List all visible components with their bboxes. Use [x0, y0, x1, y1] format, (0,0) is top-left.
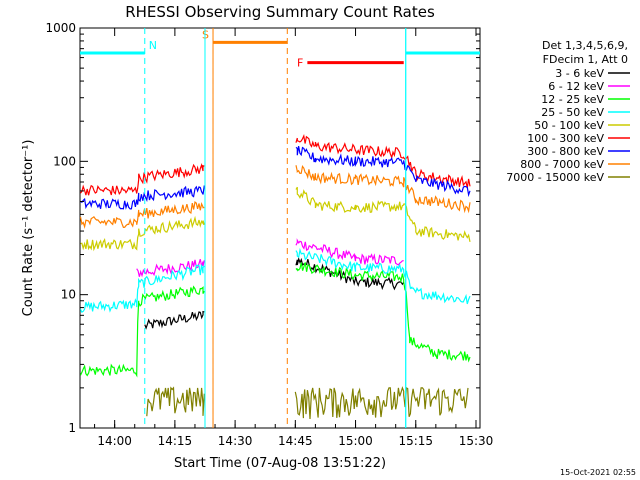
series-line-5	[80, 134, 471, 196]
x-tick-label: 14:30	[218, 434, 253, 448]
x-tick-label: 14:15	[158, 434, 193, 448]
x-tick-label: 14:45	[278, 434, 313, 448]
x-tick-label: 15:15	[398, 434, 433, 448]
series-line-7	[79, 164, 471, 230]
legend-entry-label: 100 - 300 keV	[527, 132, 604, 145]
series-line-6	[80, 145, 471, 210]
legend-header-line: FDecim 1, Att 0	[543, 53, 628, 66]
legend-entry-label: 300 - 800 keV	[527, 145, 604, 158]
x-axis-label: Start Time (07-Aug-08 13:51:22)	[174, 456, 386, 471]
legend-entry-label: 800 - 7000 keV	[520, 158, 604, 171]
legend: Det 1,3,4,5,6,9,FDecim 1, Att 03 - 6 keV…	[506, 39, 630, 184]
interval-label-N: N	[149, 39, 157, 52]
legend-entry-label: 7000 - 15000 keV	[506, 171, 604, 184]
series-line-8	[146, 386, 469, 420]
legend-entry-label: 3 - 6 keV	[555, 67, 604, 80]
chart-title: RHESSI Observing Summary Count Rates	[125, 3, 435, 21]
y-axis-label: Count Rate (s⁻¹ detector⁻¹)	[21, 140, 36, 317]
series-line-0	[144, 256, 405, 330]
y-tick-label: 10	[61, 288, 76, 302]
legend-header-line: Det 1,3,4,5,6,9,	[542, 39, 628, 52]
series-line-4	[80, 186, 471, 252]
x-tick-label: 14:00	[97, 434, 132, 448]
x-tick-label: 15:30	[459, 434, 494, 448]
interval-label-S: S	[202, 28, 209, 41]
y-tick-label: 1000	[45, 21, 76, 35]
y-tick-label: 100	[53, 154, 76, 168]
legend-entry-label: 6 - 12 keV	[548, 80, 604, 93]
plot-frame	[79, 27, 481, 429]
series-line-1	[136, 238, 404, 278]
series-line-2	[79, 262, 471, 378]
legend-entry-label: 12 - 25 keV	[541, 93, 604, 106]
series-line-3	[79, 247, 471, 313]
legend-entry-label: 50 - 100 keV	[534, 119, 604, 132]
y-tick-label: 1	[68, 421, 76, 435]
footer-timestamp: 15-Oct-2021 02:55	[560, 468, 636, 477]
interval-label-F: F	[297, 57, 303, 70]
x-tick-label: 15:00	[338, 434, 373, 448]
legend-entry-label: 25 - 50 keV	[541, 106, 604, 119]
